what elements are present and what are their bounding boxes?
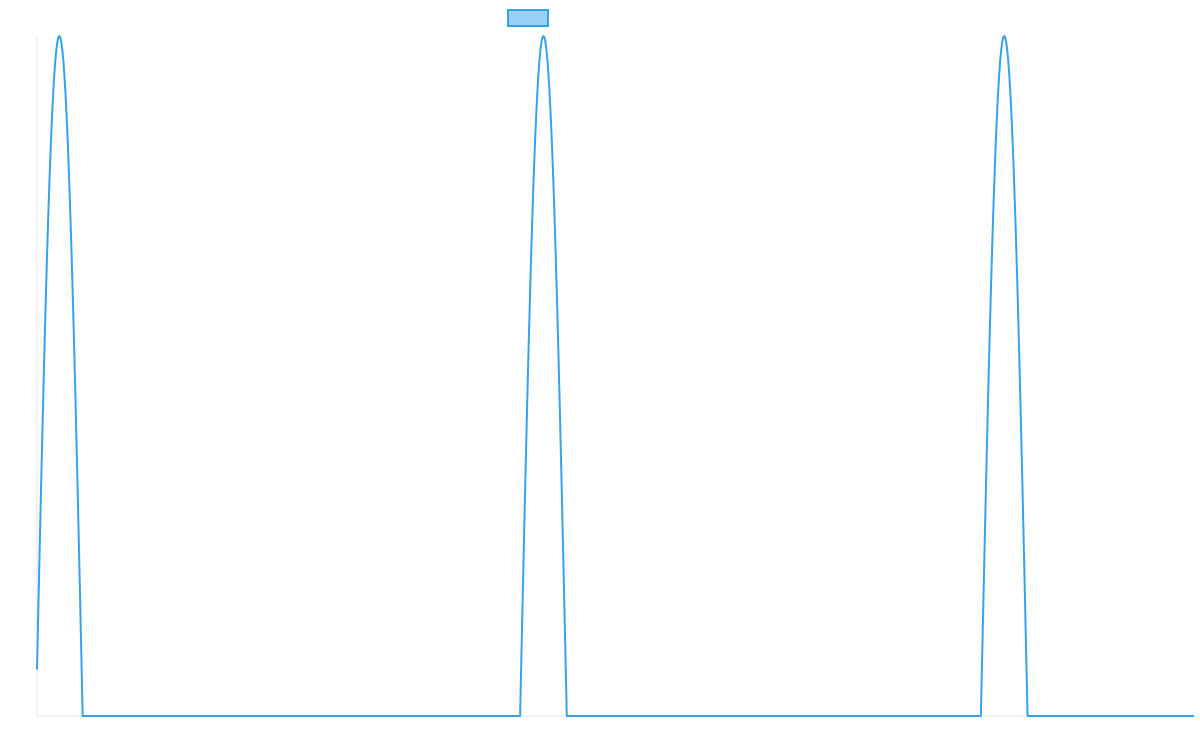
legend[interactable]: [507, 9, 549, 27]
series-layer: [36, 35, 1194, 717]
legend-swatch[interactable]: [507, 9, 549, 27]
series-line-0: [36, 35, 1194, 717]
